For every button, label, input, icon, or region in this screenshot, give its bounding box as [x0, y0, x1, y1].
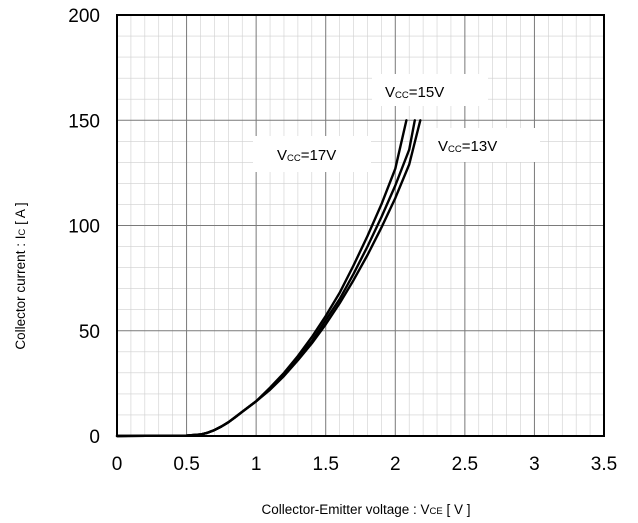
series-label-17v: VCC=17V [253, 136, 371, 172]
series-label-13v: VCC=13V [424, 128, 540, 162]
y-tick-labels: 0 50 100 150 200 [68, 6, 100, 448]
series-line-2 [115, 119, 422, 438]
series-lines [115, 119, 422, 438]
x-tick-label: 3.5 [591, 454, 617, 475]
x-tick-labels: 0 0.5 1 1.5 2 2.5 3 3.5 [112, 454, 618, 475]
x-tick-label: 2 [390, 454, 401, 475]
x-tick-label: 3 [529, 454, 540, 475]
x-tick-label: 0.5 [173, 454, 199, 475]
series-label-15v: VCC=15V [372, 74, 488, 106]
y-tick-label: 150 [68, 111, 100, 132]
y-tick-label: 200 [68, 6, 100, 27]
svg-text:VCC=17V: VCC=17V [277, 147, 336, 164]
y-tick-label: 0 [89, 427, 100, 448]
plot-frame [116, 14, 605, 437]
y-axis-label: Collector current : IC [ A ] [13, 202, 28, 349]
x-tick-label: 2.5 [452, 454, 478, 475]
svg-text:VCC=13V: VCC=13V [438, 138, 497, 155]
x-tick-label: 1 [251, 454, 262, 475]
svg-text:VCC=15V: VCC=15V [385, 84, 444, 101]
x-axis-label: Collector-Emitter voltage : VCE [ V ] [261, 502, 470, 517]
x-tick-label: 0 [112, 454, 123, 475]
y-tick-label: 50 [79, 322, 100, 343]
x-tick-label: 1.5 [313, 454, 339, 475]
y-tick-label: 100 [68, 217, 100, 238]
